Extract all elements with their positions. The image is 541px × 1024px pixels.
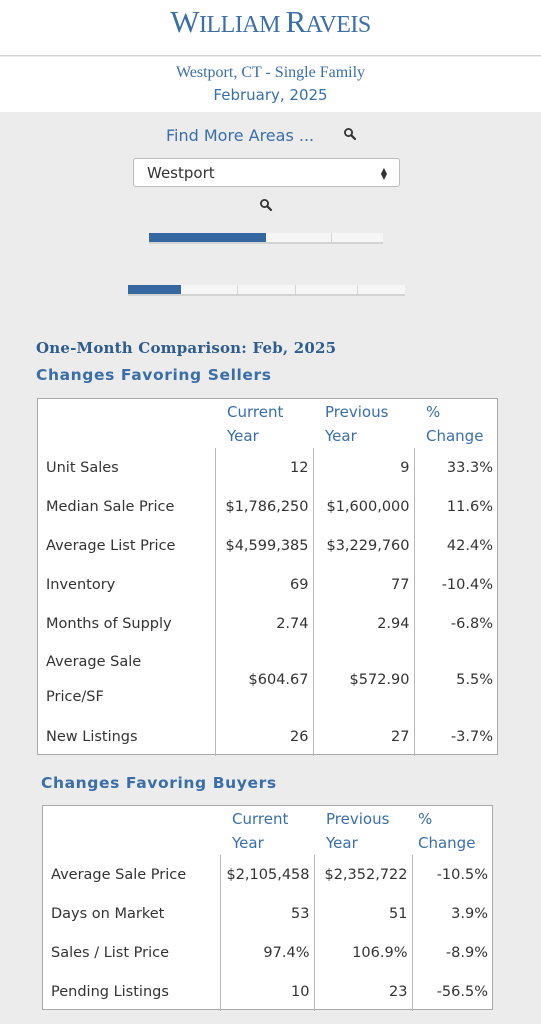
updown-arrow-icon: ▲ ▼ <box>380 166 387 181</box>
table-row: Average Sale Price $2,105,458 $2,352,722… <box>43 855 492 894</box>
sellers-table: Current Year Previous Year % Change Unit Sa… <box>37 398 498 756</box>
table-row: Unit Sales 12 9 33.3% <box>38 448 497 487</box>
report-location: Westport, CT - Single Family <box>175 64 366 81</box>
find-more-areas-link[interactable]: Find More Areas ... <box>166 126 315 145</box>
change-value: 11.6% <box>413 487 497 526</box>
current-value: 12 <box>214 448 313 487</box>
previous-value: $572.90 <box>312 643 414 717</box>
report-subheader: Westport, CT - Single Family February, 2… <box>0 57 541 112</box>
search-icon[interactable] <box>259 198 273 212</box>
current-value: $2,105,458 <box>219 855 314 894</box>
sellers-title: Changes Favoring Sellers <box>36 366 272 384</box>
row-label: Median Sale Price <box>46 498 175 515</box>
table-row: New Listings 26 27 -3.7% <box>38 717 497 756</box>
row-label: Months of Supply <box>46 615 172 632</box>
table-row: Inventory 69 77 -10.4% <box>38 565 497 604</box>
change-value: 5.5% <box>413 643 497 717</box>
header-current: Current Year <box>227 403 284 445</box>
previous-value: $1,600,000 <box>312 487 414 526</box>
change-value: -3.7% <box>413 717 497 756</box>
report-period: February, 2025 <box>213 86 328 104</box>
previous-value: 2.94 <box>312 604 414 643</box>
comparison-title: One-Month Comparison: Feb, 2025 <box>36 339 337 357</box>
change-value: -6.8% <box>413 604 497 643</box>
row-label: Average Sale Price/SF <box>46 654 142 705</box>
header-change: % Change <box>418 810 476 852</box>
previous-value: 106.9% <box>313 933 412 972</box>
progress-fill <box>149 233 266 242</box>
change-value: -56.5% <box>411 972 492 1011</box>
change-value: 42.4% <box>413 526 497 565</box>
table-row: Months of Supply 2.74 2.94 -6.8% <box>38 604 497 643</box>
buyers-table: Current Year Previous Year % Change Average… <box>42 805 493 1011</box>
progress-fill <box>128 285 181 294</box>
row-label: Unit Sales <box>46 459 119 476</box>
table-row: Average List Price $4,599,385 $3,229,760… <box>38 526 497 565</box>
progress-bar-bottom <box>128 285 405 296</box>
table-row: Median Sale Price $1,786,250 $1,600,000 … <box>38 487 497 526</box>
area-select[interactable]: Westport ▲ ▼ <box>133 158 400 187</box>
row-label: Inventory <box>46 576 116 593</box>
current-value: $4,599,385 <box>214 526 313 565</box>
header-current: Current Year <box>232 810 289 852</box>
current-value: $1,786,250 <box>214 487 313 526</box>
row-label: Average Sale Price <box>51 866 187 883</box>
brand-logo[interactable]: WILLIAM RAVEIS <box>170 4 371 39</box>
row-label: New Listings <box>46 728 138 745</box>
current-value: 69 <box>214 565 313 604</box>
previous-value: 9 <box>312 448 414 487</box>
change-value: -10.4% <box>413 565 497 604</box>
change-value: -8.9% <box>411 933 492 972</box>
previous-value: 77 <box>312 565 414 604</box>
current-value: $604.67 <box>214 643 313 717</box>
change-value: -10.5% <box>411 855 492 894</box>
change-value: 3.9% <box>411 894 492 933</box>
previous-value: $2,352,722 <box>313 855 412 894</box>
table-row: Sales / List Price 97.4% 106.9% -8.9% <box>43 933 492 972</box>
row-label: Days on Market <box>51 905 165 922</box>
change-value: 33.3% <box>413 448 497 487</box>
row-label: Average List Price <box>46 537 176 554</box>
header-previous: Previous Year <box>325 403 389 445</box>
current-value: 97.4% <box>219 933 314 972</box>
table-row: Average Sale Price/SF $604.67 $572.90 5.5… <box>38 643 497 717</box>
search-icon[interactable] <box>343 127 357 141</box>
table-row: Pending Listings 10 23 -56.5% <box>43 972 492 1011</box>
previous-value: 27 <box>312 717 414 756</box>
row-label: Pending Listings <box>51 983 169 1000</box>
progress-bar-top <box>149 233 383 244</box>
table-header-row: Current Year Previous Year % Change <box>43 806 492 855</box>
site-header: WILLIAM RAVEIS <box>0 0 541 56</box>
buyers-title: Changes Favoring Buyers <box>41 774 277 792</box>
table-row: Days on Market 53 51 3.9% <box>43 894 492 933</box>
current-value: 53 <box>219 894 314 933</box>
area-select-value: Westport <box>147 164 215 182</box>
header-change: % Change <box>426 403 484 445</box>
current-value: 26 <box>214 717 313 756</box>
current-value: 2.74 <box>214 604 313 643</box>
table-header-row: Current Year Previous Year % Change <box>38 399 497 448</box>
header-previous: Previous Year <box>326 810 390 852</box>
previous-value: 51 <box>313 894 412 933</box>
row-label: Sales / List Price <box>51 944 170 961</box>
previous-value: $3,229,760 <box>312 526 414 565</box>
current-value: 10 <box>219 972 314 1011</box>
previous-value: 23 <box>313 972 412 1011</box>
